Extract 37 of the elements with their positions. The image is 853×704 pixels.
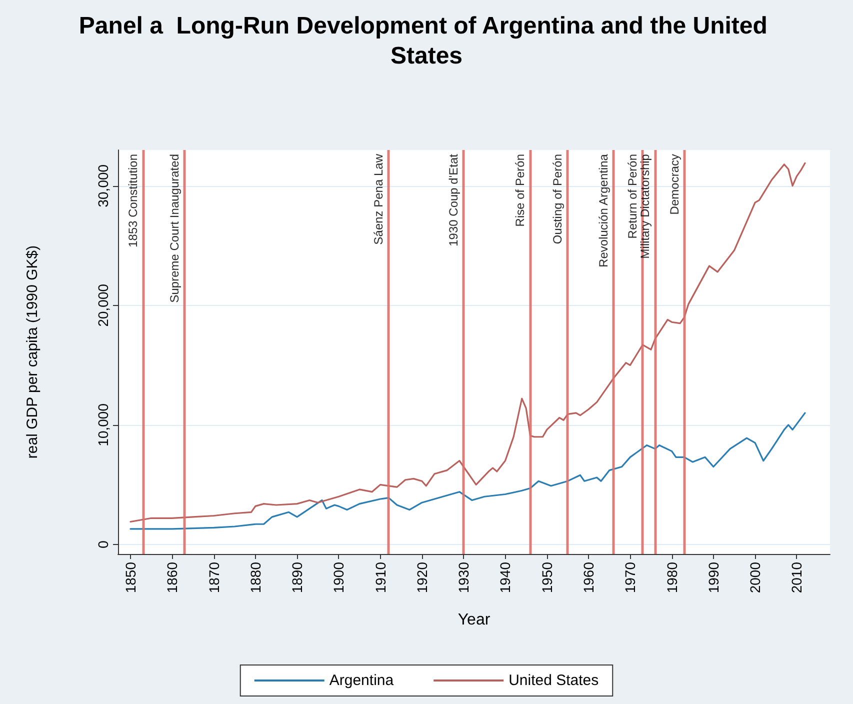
x-tick-label: 1910 (372, 562, 388, 594)
x-tick-label: 1950 (538, 562, 555, 594)
y-tick-label: 20,000 (95, 284, 111, 327)
x-tick-label: 1970 (622, 562, 638, 594)
y-tick-label: 30,000 (95, 164, 111, 208)
x-tick-label: 1850 (122, 562, 138, 594)
ref-line-label: Supreme Court Inaugurated (168, 154, 182, 303)
x-tick-label: 1870 (206, 562, 222, 594)
x-tick-label: 1960 (580, 562, 597, 594)
y-tick-label: 0 (95, 540, 111, 548)
x-tick-label: 1890 (289, 562, 306, 594)
ref-line-label: Military Dictatorship (638, 154, 652, 259)
x-tick-label: 1860 (164, 562, 180, 594)
x-tick-label: 1900 (330, 562, 347, 594)
ref-line-label: Sáenz Pena Law (372, 154, 386, 245)
chart-title: Panel a Long-Run Development of Argentina and the United States (78, 12, 774, 70)
ref-line-label: 1930 Coup d'Etat (446, 153, 461, 246)
ref-line-label: Ousting of Perón (550, 154, 565, 244)
ref-line-label: 1853 Constitution (126, 154, 140, 248)
x-tick-label: 1980 (664, 562, 680, 594)
ref-line-label: Democracy (667, 154, 682, 215)
x-tick-label: 1940 (497, 562, 514, 594)
legend-label: Argentina (329, 672, 394, 689)
line-series (130, 412, 806, 530)
ref-line-label: Return of Perón (626, 154, 640, 239)
x-tick-label: 1920 (414, 562, 430, 594)
y-tick-label: 10,000 (95, 403, 111, 446)
ref-line-label: Revolución Argentina (596, 154, 610, 268)
x-tick-label: 1930 (456, 562, 472, 594)
x-axis-title: Year (458, 612, 491, 628)
x-tick-label: 1880 (247, 562, 264, 594)
x-tick-label: 1990 (705, 562, 722, 594)
ref-line-label: Rise of Perón (513, 154, 528, 227)
legend-label: United States (508, 672, 599, 689)
y-axis-title: real GDP per capita (1990 GK$) (24, 245, 41, 459)
x-tick-label: 2000 (747, 562, 764, 594)
x-tick-label: 2010 (788, 562, 805, 594)
